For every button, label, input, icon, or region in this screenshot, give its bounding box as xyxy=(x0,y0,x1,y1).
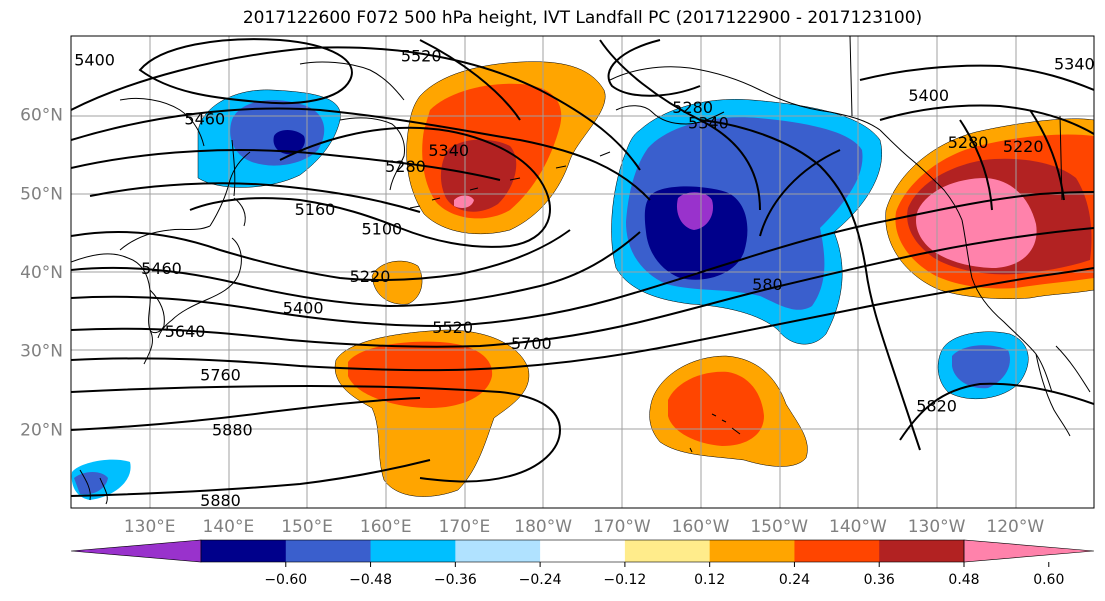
latitude-label: 60°N xyxy=(20,106,63,126)
longitude-label: 130°W xyxy=(908,517,966,537)
map-title: 2017122600 F072 500 hPa height, IVT Land… xyxy=(242,8,923,28)
contour-label: 5340 xyxy=(1054,55,1095,74)
contour-label: 5280 xyxy=(948,133,989,152)
contour-label: 5220 xyxy=(350,267,391,286)
map-frame xyxy=(70,35,1095,509)
colorbar-tick-label: 0.36 xyxy=(864,572,895,588)
contour-label: 5880 xyxy=(200,491,241,510)
ivt-negative-region xyxy=(74,472,108,495)
colorbar-frame xyxy=(200,539,965,563)
colorbar-bin xyxy=(624,540,711,562)
colorbar-tick-label: −0.24 xyxy=(519,572,562,588)
latitude-labels: 60°N 50°N 40°N 30°N 20°N xyxy=(20,106,63,441)
colorbar: −0.60 −0.48 −0.36 −0.24 −0.12 0.12 0.24 0.36 0.4… xyxy=(70,539,1095,588)
longitude-label: 160°W xyxy=(672,517,730,537)
ivt-fill-layer xyxy=(71,61,1094,500)
colorbar-bin xyxy=(285,540,372,562)
ivt-positive-region xyxy=(916,178,1037,268)
colorbar-bin xyxy=(201,540,287,562)
ivt-negative-region xyxy=(644,186,748,280)
longitude-label: 140°E xyxy=(203,517,255,537)
contour-label: 5760 xyxy=(200,365,241,384)
contour-label: 5520 xyxy=(401,47,442,66)
latitude-label: 30°N xyxy=(20,342,63,362)
colorbar-bin xyxy=(879,540,965,562)
longitude-label: 180°W xyxy=(514,517,572,537)
contour-label: 5460 xyxy=(141,259,182,278)
colorbar-tick-label: −0.60 xyxy=(264,572,307,588)
colorbar-tick-label: 0.24 xyxy=(779,572,810,588)
contour-label: 5340 xyxy=(428,141,469,160)
contour-label: 5160 xyxy=(295,200,336,219)
latitude-label: 50°N xyxy=(20,184,63,204)
contour-label: 5220 xyxy=(1003,137,1044,156)
colorbar-bin xyxy=(709,540,795,562)
colorbar-tick-label: 0.60 xyxy=(1033,572,1064,588)
colorbar-bin xyxy=(540,540,626,562)
contour-label: 580 xyxy=(752,275,783,294)
contour-label: 5400 xyxy=(74,51,115,70)
colorbar-bin xyxy=(455,540,541,562)
contour-label: 5100 xyxy=(361,220,402,239)
contour-label: 5280 xyxy=(385,157,426,176)
colorbar-tick-label: 0.12 xyxy=(694,572,725,588)
longitude-label: 120°W xyxy=(986,517,1044,537)
contour-label: 5460 xyxy=(184,110,225,129)
colorbar-tick-label: −0.36 xyxy=(434,572,477,588)
longitude-label: 160°E xyxy=(360,517,412,537)
ivt-positive-region xyxy=(348,341,493,408)
contour-label: 5400 xyxy=(908,86,949,105)
contour-label: 5340 xyxy=(688,114,729,133)
longitude-label: 130°E xyxy=(124,517,176,537)
longitude-label: 150°W xyxy=(750,517,808,537)
longitude-label: 170°E xyxy=(439,517,491,537)
contour-label: 5700 xyxy=(511,334,552,353)
latitude-label: 40°N xyxy=(20,263,63,283)
graticule xyxy=(71,36,1094,508)
contour-label: 5280 xyxy=(672,98,713,117)
colorbar-tick-label: −0.12 xyxy=(603,572,646,588)
contour-label: 5520 xyxy=(432,318,473,337)
colorbar-tick-label: −0.48 xyxy=(349,572,392,588)
colorbar-bin xyxy=(70,539,202,563)
contour-label: 5820 xyxy=(916,397,957,416)
colorbar-bin xyxy=(370,540,456,562)
longitude-label: 140°W xyxy=(829,517,887,537)
ivt-positive-region xyxy=(668,371,764,446)
ivt-positive-region xyxy=(454,195,474,208)
longitude-label: 150°E xyxy=(281,517,333,537)
contour-label: 5640 xyxy=(165,322,206,341)
height-contours xyxy=(71,38,1094,497)
contour-label: 5400 xyxy=(283,298,324,317)
ivt-negative-region xyxy=(676,192,714,230)
contour-label: 5880 xyxy=(212,420,253,439)
ivt-negative-region xyxy=(273,130,305,155)
colorbar-bin xyxy=(963,539,1095,563)
longitude-labels: 130°E 140°E 150°E 160°E 170°E 180°W 170°W 160°W… xyxy=(124,517,1045,537)
latitude-label: 20°N xyxy=(20,420,63,440)
ivt-negative-region xyxy=(952,345,1010,389)
colorbar-tick-label: 0.48 xyxy=(948,572,979,588)
colorbar-bin xyxy=(794,540,880,562)
longitude-label: 170°W xyxy=(593,517,651,537)
